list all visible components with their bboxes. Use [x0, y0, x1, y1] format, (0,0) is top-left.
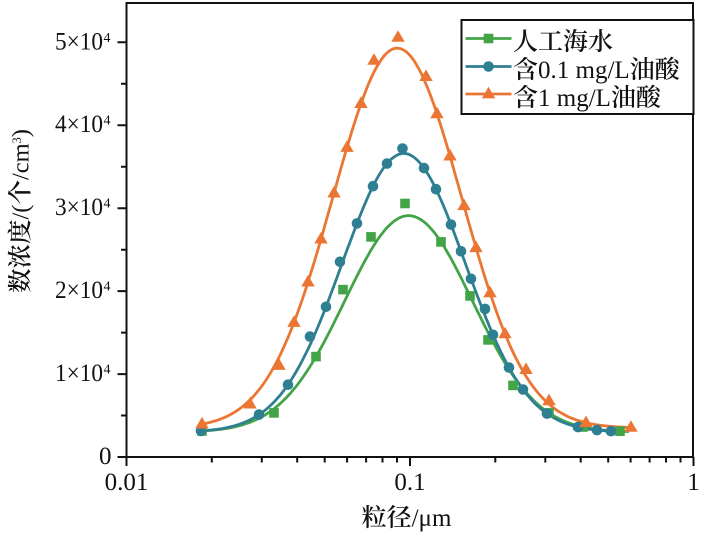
- svg-text:/μm: /μm: [412, 505, 452, 532]
- svg-text:0.1 mg/L: 0.1 mg/L: [538, 57, 630, 84]
- svg-text:1 mg/L: 1 mg/L: [538, 85, 611, 112]
- svg-text:4: 4: [104, 31, 111, 46]
- svg-text:2×10: 2×10: [55, 277, 103, 304]
- svg-text:3×10: 3×10: [55, 194, 103, 221]
- svg-text:0.1: 0.1: [394, 469, 425, 496]
- svg-text:5×10: 5×10: [55, 28, 103, 55]
- svg-text:0: 0: [99, 443, 112, 470]
- svg-text:4: 4: [104, 114, 111, 129]
- svg-text:4: 4: [104, 280, 111, 295]
- svg-text:/(: /(: [8, 205, 35, 220]
- svg-text:1×10: 1×10: [55, 360, 103, 387]
- svg-text:0.01: 0.01: [105, 469, 149, 496]
- svg-text:4: 4: [104, 363, 111, 378]
- svg-text:1: 1: [687, 469, 700, 496]
- svg-text:): ): [8, 129, 35, 137]
- svg-text:4: 4: [104, 197, 111, 212]
- svg-text:4×10: 4×10: [55, 111, 103, 138]
- svg-text:3: 3: [10, 137, 24, 143]
- svg-text:/cm: /cm: [8, 143, 35, 180]
